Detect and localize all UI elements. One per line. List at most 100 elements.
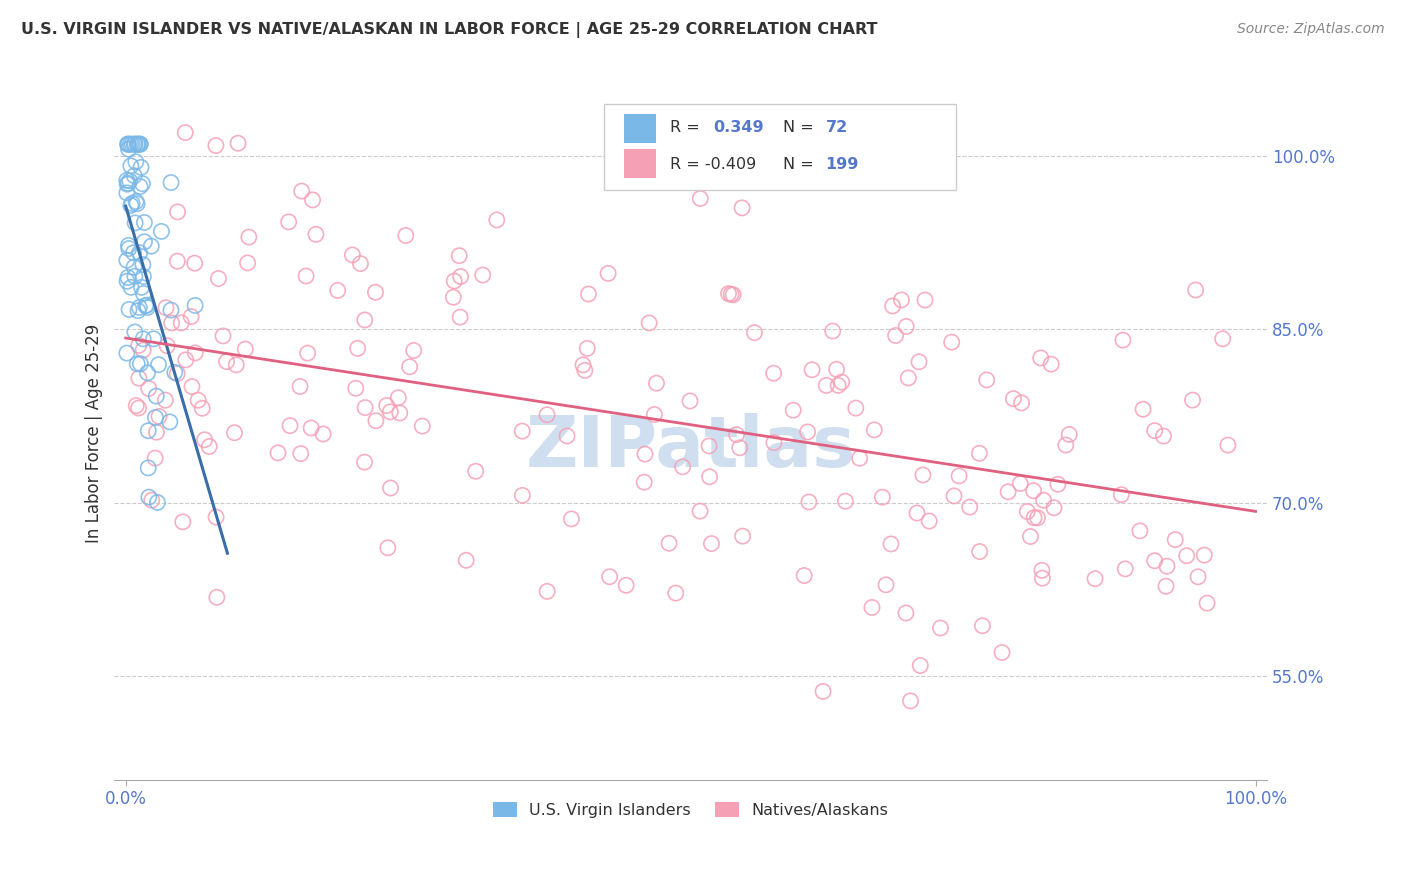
Point	[344, 381, 367, 395]
Point	[1111, 488, 1133, 502]
Point	[402, 343, 425, 358]
Point	[1187, 570, 1209, 584]
Point	[135, 299, 157, 313]
Point	[699, 470, 721, 484]
Point	[375, 399, 398, 413]
Point	[278, 418, 301, 433]
Point	[299, 421, 322, 435]
Point	[884, 328, 907, 343]
Point	[1114, 562, 1136, 576]
Point	[782, 403, 804, 417]
Point	[132, 286, 155, 301]
Point	[115, 173, 138, 187]
Point	[721, 287, 744, 301]
Point	[450, 269, 472, 284]
Point	[1084, 572, 1107, 586]
Point	[576, 342, 599, 356]
Point	[205, 510, 228, 524]
Point	[117, 137, 139, 152]
Point	[860, 600, 883, 615]
Point	[131, 177, 153, 191]
Point	[129, 357, 152, 371]
Point	[827, 378, 849, 392]
Point	[634, 447, 657, 461]
Point	[354, 401, 377, 415]
Point	[207, 271, 229, 285]
Text: Source: ZipAtlas.com: Source: ZipAtlas.com	[1237, 22, 1385, 37]
Point	[991, 645, 1014, 659]
Point	[326, 284, 349, 298]
Point	[172, 515, 194, 529]
Point	[380, 481, 402, 495]
Point	[731, 201, 754, 215]
Point	[141, 239, 163, 253]
Point	[1181, 393, 1204, 408]
Point	[353, 313, 375, 327]
Point	[136, 424, 159, 438]
Point	[929, 621, 952, 635]
Point	[574, 363, 596, 377]
Point	[387, 391, 409, 405]
Point	[1031, 571, 1053, 585]
Point	[122, 137, 145, 152]
Point	[449, 249, 471, 263]
Point	[129, 137, 152, 152]
Point	[198, 440, 221, 454]
Point	[163, 365, 186, 379]
Point	[120, 280, 142, 294]
Point	[364, 414, 387, 428]
Point	[118, 242, 141, 256]
Point	[848, 451, 870, 466]
Point	[205, 591, 228, 605]
Point	[129, 161, 152, 175]
Point	[645, 376, 668, 391]
Point	[1057, 427, 1080, 442]
Point	[614, 578, 637, 592]
Point	[908, 355, 931, 369]
Point	[1002, 392, 1025, 406]
Point	[380, 405, 402, 419]
Point	[1154, 579, 1177, 593]
Point	[1153, 429, 1175, 443]
Point	[1017, 504, 1039, 518]
Point	[943, 489, 966, 503]
Point	[120, 159, 142, 173]
Point	[831, 375, 853, 389]
Point	[1046, 477, 1069, 491]
Point	[134, 215, 156, 229]
Point	[598, 267, 620, 281]
Point	[124, 325, 146, 339]
Point	[1156, 559, 1178, 574]
Point	[697, 439, 720, 453]
Point	[115, 274, 138, 288]
Point	[128, 338, 150, 352]
Point	[127, 303, 149, 318]
Point	[762, 366, 785, 380]
Point	[1043, 500, 1066, 515]
Point	[572, 358, 595, 372]
Point	[117, 270, 139, 285]
Point	[166, 254, 188, 268]
Point	[121, 137, 143, 152]
Point	[1143, 424, 1166, 438]
Point	[536, 584, 558, 599]
Text: U.S. VIRGIN ISLANDER VS NATIVE/ALASKAN IN LABOR FORCE | AGE 25-29 CORRELATION CH: U.S. VIRGIN ISLANDER VS NATIVE/ALASKAN I…	[21, 22, 877, 38]
Point	[679, 394, 702, 409]
Point	[122, 260, 145, 275]
Point	[1022, 483, 1045, 498]
Point	[174, 352, 197, 367]
Point	[115, 346, 138, 360]
Point	[128, 245, 150, 260]
Point	[117, 176, 139, 190]
Point	[578, 287, 600, 301]
Point	[633, 475, 655, 490]
Point	[226, 136, 249, 151]
Point	[1129, 524, 1152, 538]
Point	[897, 371, 920, 385]
Point	[170, 316, 193, 330]
Point	[959, 500, 981, 514]
Point	[342, 248, 364, 262]
Point	[150, 224, 173, 238]
Point	[138, 490, 160, 504]
Point	[127, 196, 149, 211]
